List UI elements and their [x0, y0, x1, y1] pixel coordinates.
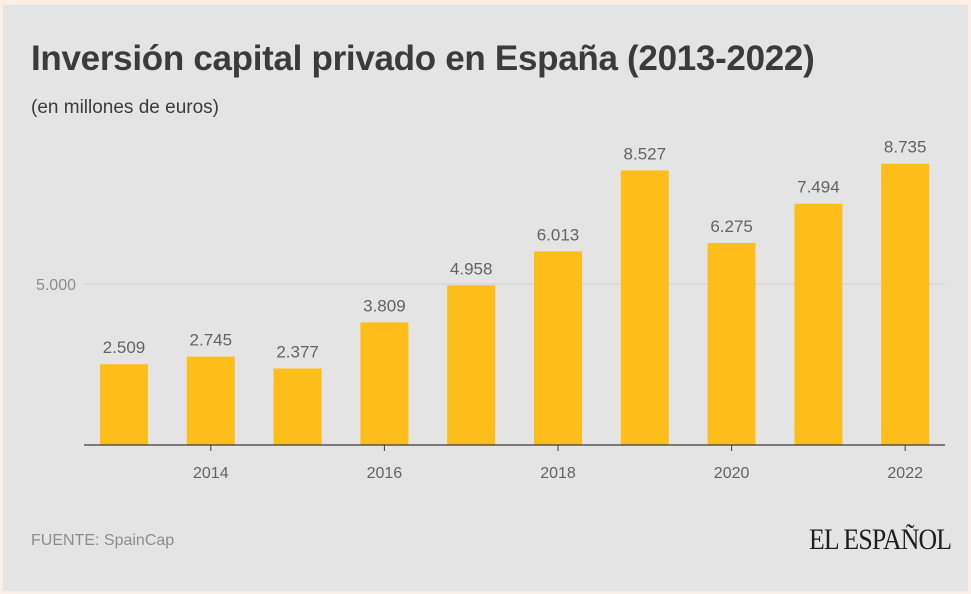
data-label: 4.958 [450, 259, 493, 278]
brand-logo: EL ESPAÑOL [809, 523, 952, 556]
data-label: 6.013 [537, 225, 580, 244]
data-label: 8.527 [624, 144, 667, 163]
bar [273, 368, 322, 445]
bar [794, 203, 843, 445]
bar [534, 251, 582, 445]
x-tick-label: 2014 [193, 465, 229, 482]
bar [186, 356, 235, 445]
data-label: 7.494 [797, 178, 840, 197]
x-tick-label: 2016 [367, 465, 403, 482]
bar [360, 322, 409, 445]
x-tick-label: 2018 [540, 465, 576, 482]
x-tick-label: 2022 [887, 465, 923, 482]
chart-title: Inversión capital privado en España (201… [31, 39, 815, 78]
data-label: 8.735 [884, 138, 927, 157]
bar [447, 285, 496, 445]
chart-subtitle: (en millones de euros) [31, 97, 219, 118]
x-tick-label: 2020 [714, 465, 750, 482]
bar [881, 163, 930, 445]
data-label: 3.809 [363, 296, 406, 315]
bar [100, 364, 148, 445]
data-label: 2.509 [103, 338, 146, 357]
bar [620, 170, 669, 445]
data-label: 6.275 [710, 217, 753, 236]
data-label: 2.377 [276, 342, 319, 361]
bar [707, 242, 756, 445]
y-tick-label: 5.000 [36, 277, 76, 294]
data-label: 2.745 [190, 331, 233, 350]
source-note: FUENTE: SpainCap [31, 532, 175, 549]
